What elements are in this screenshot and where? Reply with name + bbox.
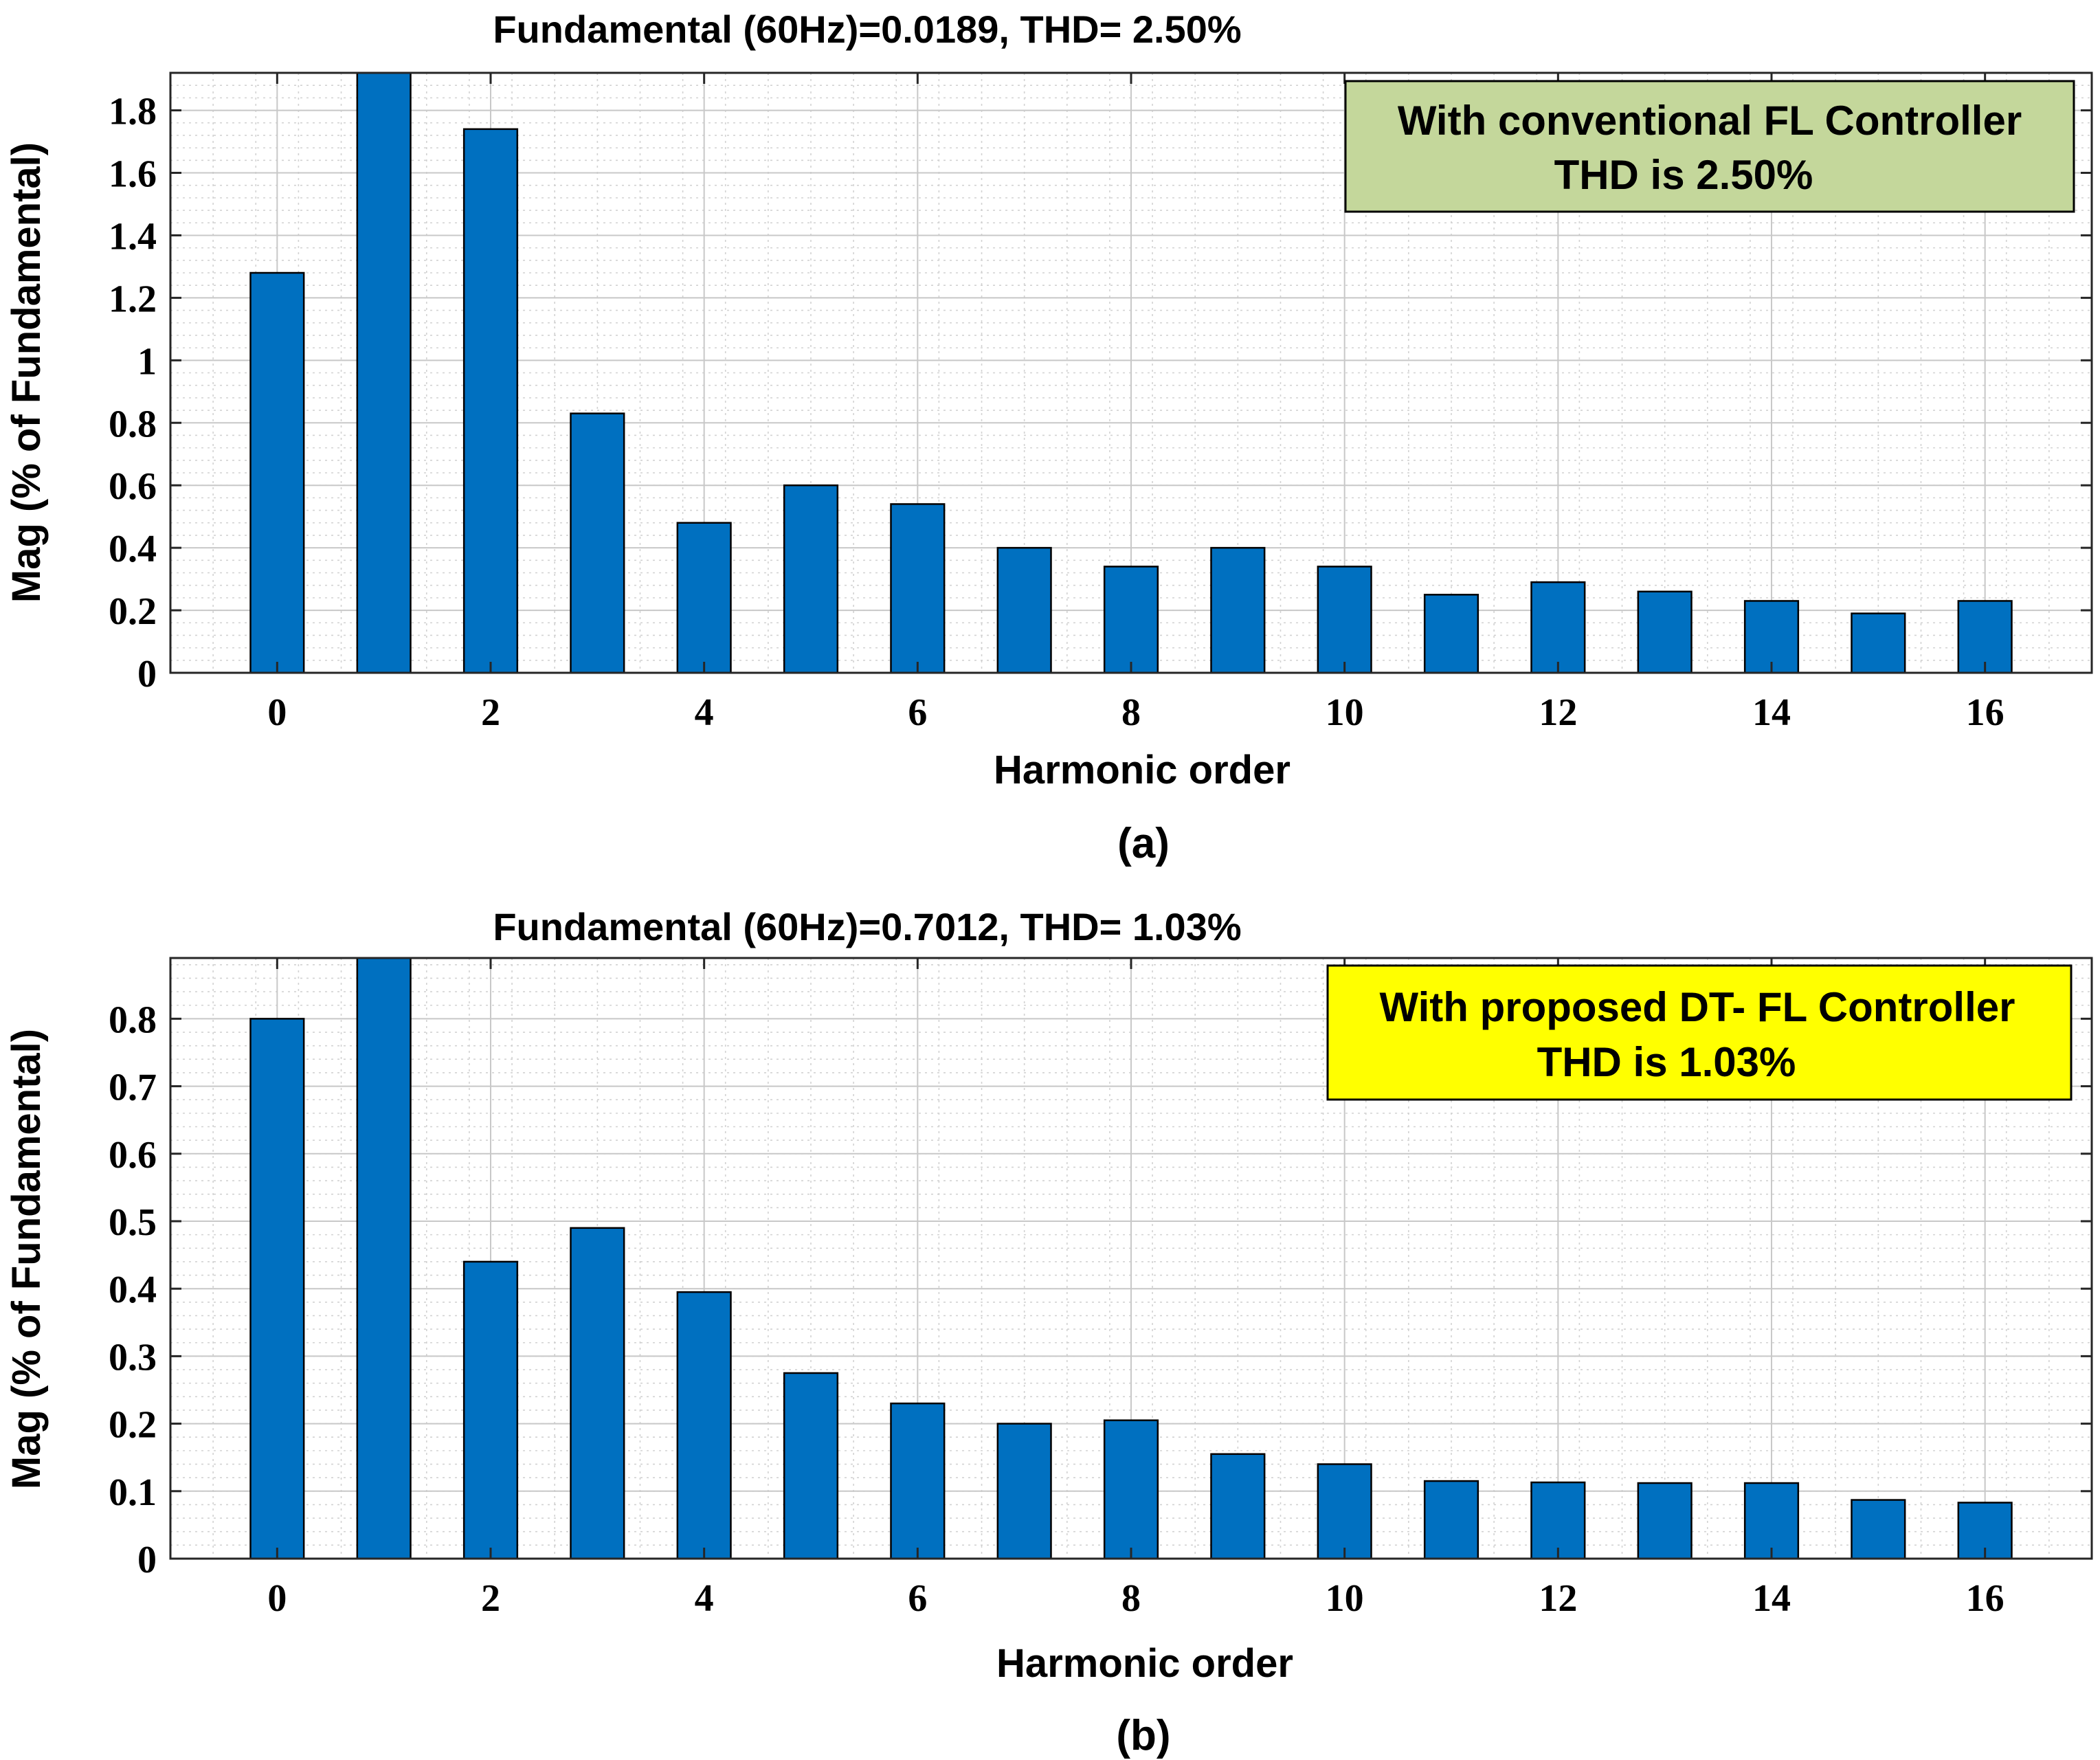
chart-b-panel-label: (b) <box>1116 1712 1170 1759</box>
chart-a-bars <box>249 71 2013 674</box>
chart-b-bars <box>249 957 2013 1560</box>
chart-b-xtick-label: 8 <box>1121 1577 1141 1620</box>
chart-a-xtick-label: 16 <box>1966 691 2004 734</box>
chart-b-ytick-label: 0.7 <box>109 1067 157 1109</box>
chart-b-bar-8 <box>1103 1419 1159 1560</box>
chart-b-bar-4 <box>676 1291 732 1560</box>
chart-b-bar-0 <box>249 1018 305 1560</box>
chart-b: Fundamental (60Hz)=0.7012, THD= 1.03% 0 2… <box>4 905 2093 1759</box>
chart-b-bar-14 <box>1743 1482 1800 1560</box>
chart-a-xlabel: Harmonic order <box>994 748 1291 792</box>
chart-b-bar-15 <box>1851 1499 1906 1560</box>
chart-a-bar-7 <box>996 546 1052 674</box>
chart-b-annotation: With proposed DT- FL Controller THD is 1… <box>1326 964 2073 1101</box>
chart-b-xtick-label: 14 <box>1752 1577 1791 1620</box>
chart-a-bar-1 <box>356 71 412 674</box>
chart-b-ytick-label: 0.4 <box>109 1269 157 1311</box>
chart-a-ytick-label: 1.6 <box>109 153 157 196</box>
chart-b-xtick-label: 4 <box>695 1577 714 1620</box>
chart-b-ytick-label: 0.5 <box>109 1201 157 1244</box>
chart-b-ylabel: Mag (% of Fundamental) <box>4 1029 49 1489</box>
chart-a-bar-16 <box>1957 600 2013 674</box>
chart-b-ytick-label: 0.8 <box>109 999 157 1041</box>
chart-b-bar-12 <box>1530 1481 1586 1560</box>
chart-a-bar-14 <box>1743 600 1800 674</box>
chart-b-bar-11 <box>1423 1480 1479 1560</box>
chart-b-ytick-label: 0.2 <box>109 1404 157 1447</box>
chart-a-xtick-label: 12 <box>1539 691 1577 734</box>
chart-a-bar-11 <box>1423 594 1479 674</box>
chart-a-title: Fundamental (60Hz)=0.0189, THD= 2.50% <box>493 8 1241 51</box>
chart-a-panel-label: (a) <box>1117 820 1170 867</box>
chart-a-ytick-label: 1.8 <box>109 91 157 133</box>
chart-b-annotation-line-1: With proposed DT- FL Controller <box>1380 984 2015 1030</box>
chart-a-bar-12 <box>1530 581 1586 674</box>
chart-a: Fundamental (60Hz)=0.0189, THD= 2.50% 0 2… <box>4 8 2093 867</box>
chart-b-bar-13 <box>1637 1482 1693 1560</box>
chart-a-bar-9 <box>1210 546 1266 674</box>
chart-a-bar-4 <box>676 522 732 674</box>
chart-b-xtick-label: 2 <box>481 1577 500 1620</box>
chart-a-bar-5 <box>783 484 839 674</box>
chart-a-bar-3 <box>570 412 625 674</box>
chart-a-bar-8 <box>1103 566 1159 674</box>
chart-b-annotation-line-2: THD is 1.03% <box>1537 1039 1796 1085</box>
chart-b-xtick-label: 12 <box>1539 1577 1577 1620</box>
chart-a-annotation-line-1: With conventional FL Controller <box>1398 98 2022 144</box>
chart-b-ytick-label: 0.1 <box>109 1471 157 1514</box>
chart-a-ytick-label: 0.2 <box>109 590 157 633</box>
chart-b-title: Fundamental (60Hz)=0.7012, THD= 1.03% <box>493 905 1241 948</box>
chart-a-bar-2 <box>462 128 519 674</box>
chart-a-annotation-box <box>1344 80 2075 213</box>
chart-a-ytick-label: 0.6 <box>109 465 157 508</box>
chart-a-bar-15 <box>1851 612 1906 674</box>
chart-b-ytick-label: 0 <box>137 1539 157 1581</box>
chart-b-bar-9 <box>1210 1453 1266 1560</box>
chart-a-ytick-label: 1.2 <box>109 278 157 320</box>
chart-a-ytick-label: 1.4 <box>109 215 157 258</box>
chart-a-annotation-line-2: THD is 2.50% <box>1554 152 1813 198</box>
chart-b-xtick-label: 6 <box>908 1577 927 1620</box>
chart-a-annotation: With conventional FL Controller THD is 2… <box>1344 80 2075 213</box>
chart-a-ytick-label: 0 <box>137 653 157 695</box>
chart-b-bar-6 <box>890 1402 946 1560</box>
chart-a-bar-13 <box>1637 590 1693 674</box>
chart-b-xtick-label: 10 <box>1326 1577 1364 1620</box>
chart-a-xtick-label: 0 <box>267 691 287 734</box>
chart-a-bar-6 <box>890 503 946 674</box>
chart-b-bar-3 <box>570 1227 625 1560</box>
chart-a-bar-0 <box>249 271 305 674</box>
chart-a-ticks: 0 2 4 6 8 10 12 14 16 0 0.2 0.4 0.6 0.8 1 1.2 1.4 1.6 1.8 <box>109 73 2092 734</box>
chart-a-ylabel: Mag (% of Fundamental) <box>4 142 49 603</box>
chart-b-bar-10 <box>1317 1463 1372 1560</box>
chart-b-bar-1 <box>356 957 412 1560</box>
chart-a-bar-10 <box>1317 566 1372 674</box>
chart-a-xtick-label: 10 <box>1326 691 1364 734</box>
chart-b-ytick-label: 0.6 <box>109 1134 157 1177</box>
chart-a-ytick-label: 0.8 <box>109 403 157 445</box>
chart-a-xtick-label: 14 <box>1752 691 1791 734</box>
chart-a-xtick-label: 2 <box>481 691 500 734</box>
chart-a-xtick-label: 4 <box>695 691 714 734</box>
chart-b-bar-7 <box>996 1423 1052 1560</box>
chart-b-xtick-label: 0 <box>267 1577 287 1620</box>
chart-b-ticks: 0 2 4 6 8 10 12 14 16 0 0.1 0.2 0.3 0.4 0.5 0.6 0.7 0.8 <box>109 958 2092 1620</box>
chart-b-annotation-box <box>1326 964 2073 1101</box>
chart-b-xlabel: Harmonic order <box>996 1641 1293 1686</box>
chart-a-ytick-label: 0.4 <box>109 528 157 570</box>
chart-a-xtick-label: 6 <box>908 691 927 734</box>
chart-b-bar-5 <box>783 1372 839 1560</box>
chart-b-bar-2 <box>462 1260 519 1560</box>
chart-a-xtick-label: 8 <box>1121 691 1141 734</box>
chart-b-xtick-label: 16 <box>1966 1577 2004 1620</box>
chart-a-ytick-label: 1 <box>137 340 157 383</box>
chart-b-ytick-label: 0.3 <box>109 1336 157 1379</box>
